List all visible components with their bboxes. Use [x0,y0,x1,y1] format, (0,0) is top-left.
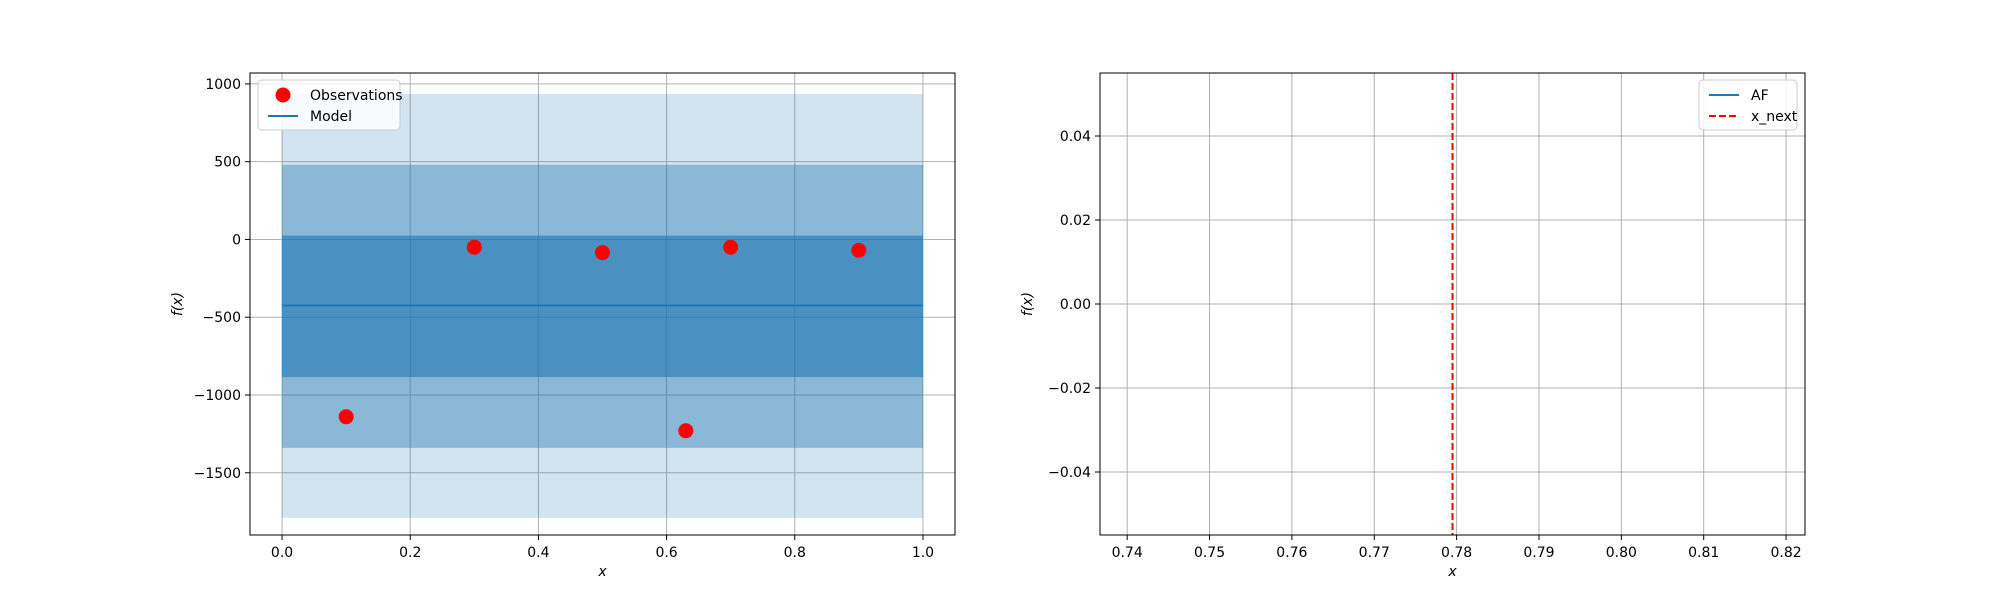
model-y-tick-label-3: −500 [203,310,241,326]
observation-point-2 [595,245,610,260]
acquisition-x-tick-label-4: 0.78 [1441,545,1472,561]
legend-key-observations [276,88,291,103]
model-y-tick-label-4: −1000 [194,388,241,404]
model-y-tick-label-2: 0 [232,232,241,248]
acquisition-x-tick-label-1: 0.75 [1194,545,1225,561]
observation-point-5 [851,243,866,258]
observation-point-1 [467,240,482,255]
legend-label-model: Model [310,109,352,125]
acquisition-y-tick-label-3: −0.02 [1048,381,1091,397]
legend-label-x-next: x_next [1751,109,1798,125]
acquisition-x-tick-label-8: 0.82 [1770,545,1801,561]
observation-point-4 [723,240,738,255]
legend-label-observations: Observations [310,88,403,104]
acquisition-y-tick-label-1: 0.02 [1060,213,1091,229]
model-x-tick-label-2: 0.4 [527,545,549,561]
acquisition-x-tick-label-3: 0.77 [1359,545,1390,561]
model-x-tick-label-3: 0.6 [655,545,677,561]
observation-point-0 [339,409,354,424]
model-y-tick-label-0: 1000 [205,77,241,93]
observation-point-3 [678,423,693,438]
model-legend: Observations Model [258,80,403,130]
acquisition-plot: 0.74 0.75 0.76 0.77 0.78 0.79 0.80 0.81 0.82 0.0… [1020,73,1805,580]
acquisition-legend: AF x_next [1699,80,1798,130]
legend-label-af: AF [1751,88,1769,104]
model-x-axis-label: x [597,564,607,580]
acquisition-x-tick-label-5: 0.79 [1523,545,1554,561]
model-plot: 0.0 0.2 0.4 0.6 0.8 1.0 1000 500 0 −500 −1000 −150… [170,73,955,580]
acquisition-x-tick-label-2: 0.76 [1276,545,1307,561]
acquisition-y-axis-label: f(x) [1020,292,1036,316]
acquisition-x-tick-label-6: 0.80 [1606,545,1637,561]
model-x-tick-label-1: 0.2 [399,545,421,561]
model-y-tick-label-5: −1500 [194,466,241,482]
acquisition-y-tick-label-0: 0.04 [1060,129,1091,145]
acquisition-x-tick-label-7: 0.81 [1688,545,1719,561]
model-y-axis-label: f(x) [170,292,186,316]
model-x-tick-label-0: 0.0 [271,545,293,561]
acquisition-x-tick-label-0: 0.74 [1112,545,1143,561]
acquisition-y-tick-label-4: −0.04 [1048,465,1091,481]
model-x-tick-label-5: 1.0 [912,545,934,561]
acquisition-y-tick-label-2: 0.00 [1060,297,1091,313]
model-y-tick-label-1: 500 [214,155,241,171]
model-x-tick-label-4: 0.8 [784,545,806,561]
acquisition-x-axis-label: x [1447,564,1457,580]
